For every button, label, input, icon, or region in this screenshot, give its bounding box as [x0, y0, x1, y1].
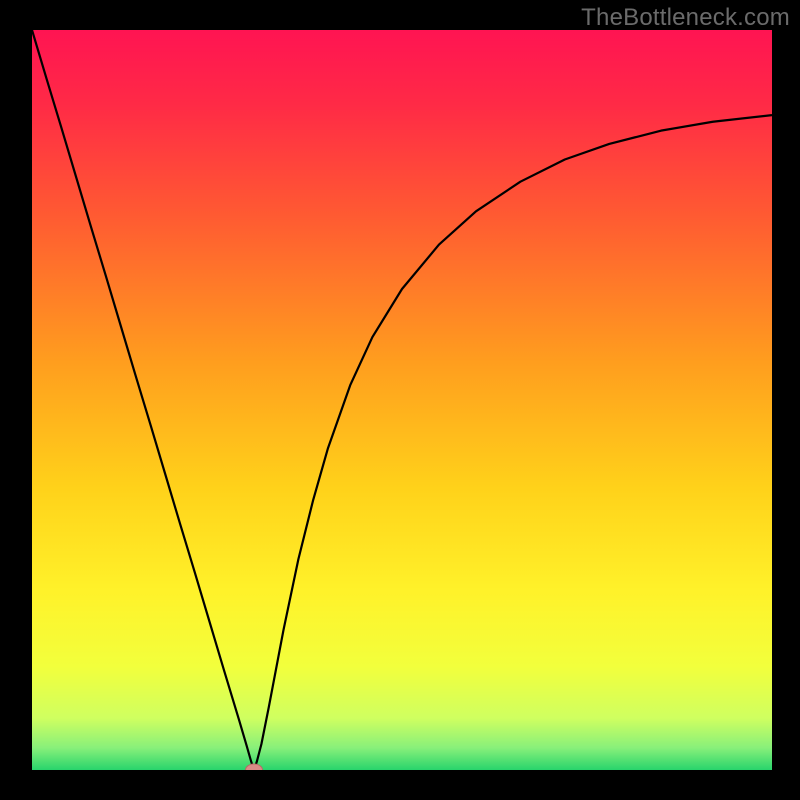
curve-path: [32, 30, 772, 770]
frame-bottom: [0, 770, 800, 800]
frame-left: [0, 0, 32, 800]
plot-area: [32, 30, 772, 770]
bottleneck-curve: [32, 30, 772, 770]
frame-right: [772, 0, 800, 800]
watermark-text: TheBottleneck.com: [581, 4, 790, 32]
